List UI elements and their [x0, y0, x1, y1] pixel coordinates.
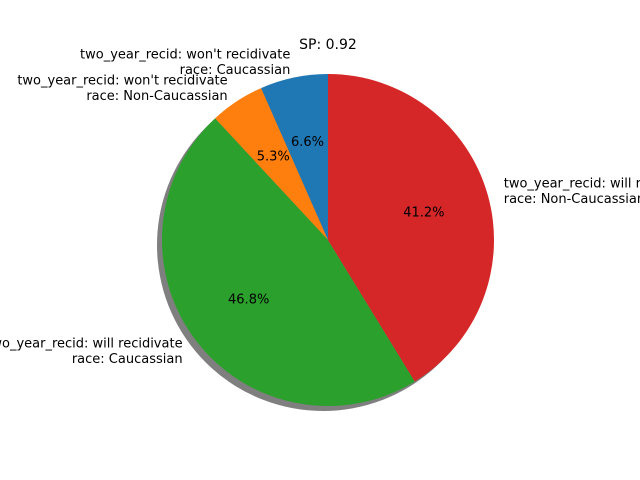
- pie-slice-percent-label: 5.3%: [257, 149, 290, 164]
- pie-slice-percent-label: 6.6%: [291, 135, 324, 150]
- pie-slice: [328, 74, 494, 382]
- pie-slice-label: two_year_recid: won't recidivate race: No…: [17, 74, 227, 105]
- pie-slice-percent-label: 41.2%: [403, 205, 444, 220]
- pie-slice: [162, 118, 415, 406]
- pie-percent-labels: 6.6%5.3% 46.8% 41.2%: [228, 135, 444, 308]
- pie-slice-label: two_year_recid: won't recidivate race: Ca…: [80, 48, 290, 79]
- pie-slices: [162, 74, 494, 406]
- pie-slice: [261, 74, 328, 240]
- chart-title: SP: 0.92: [299, 37, 357, 53]
- pie-slice-label: two_year_recid: will recidivate race: Cau…: [0, 337, 183, 368]
- pie-slice-percent-label: 46.8%: [228, 293, 269, 308]
- pie-slice-labels: two_year_recid: won't recidivate race: Ca…: [0, 48, 640, 368]
- pie-slice: [215, 88, 328, 240]
